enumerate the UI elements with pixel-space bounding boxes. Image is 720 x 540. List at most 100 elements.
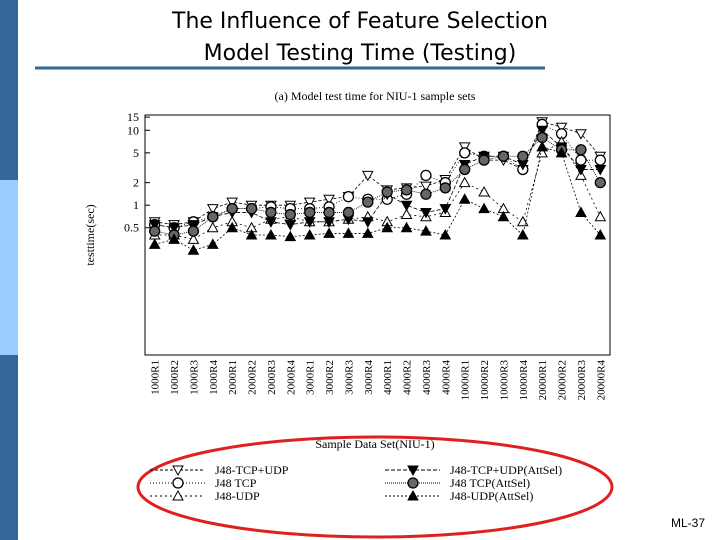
legend-label: J48-TCP+UDP	[215, 463, 289, 477]
x-tick-label: 20000R2	[557, 360, 569, 400]
highlight-ellipse	[136, 435, 614, 539]
marker	[420, 225, 432, 236]
marker	[303, 197, 316, 209]
x-tick-label: 10000R4	[518, 360, 530, 401]
marker	[284, 220, 297, 231]
legend-label: J48-UDP	[215, 489, 260, 503]
marker	[168, 223, 180, 234]
marker	[458, 176, 471, 188]
page-number: ML-37	[671, 516, 705, 530]
legend-label: J48 TCP(AttSel)	[450, 476, 530, 490]
series-line	[154, 137, 601, 236]
marker	[187, 220, 200, 231]
marker	[575, 164, 587, 176]
marker	[400, 208, 413, 220]
marker	[517, 150, 529, 162]
slide-title: Model Testing Time (Testing)	[204, 41, 517, 66]
marker	[381, 221, 394, 233]
marker	[245, 228, 258, 240]
y-tick-label: 5	[133, 146, 139, 160]
marker	[459, 147, 471, 159]
marker	[149, 225, 161, 237]
y-tick-label: 15	[127, 110, 139, 124]
marker	[536, 125, 549, 137]
marker	[265, 228, 277, 240]
marker	[555, 146, 568, 158]
marker	[439, 204, 452, 215]
side-bar	[0, 355, 18, 540]
y-tick-label: 2	[133, 176, 139, 190]
marker	[206, 221, 219, 233]
marker	[536, 146, 549, 158]
marker	[187, 225, 200, 237]
marker	[420, 207, 432, 219]
series-line	[154, 141, 601, 240]
x-tick-label: 4000R3	[421, 360, 433, 395]
legend-marker	[172, 465, 184, 477]
marker	[187, 244, 200, 255]
marker	[459, 163, 471, 176]
marker	[226, 202, 238, 215]
legend-label: J48-UDP(AttSel)	[450, 489, 533, 503]
marker	[381, 186, 393, 198]
y-tick-label: 0.5	[124, 221, 139, 235]
marker	[362, 196, 374, 208]
marker	[458, 193, 471, 204]
marker	[400, 184, 413, 196]
marker	[575, 129, 587, 140]
marker	[555, 122, 568, 134]
marker	[303, 228, 316, 240]
legend-label: J48-TCP+UDP(AttSel)	[450, 463, 562, 477]
legend-marker	[172, 489, 184, 501]
marker	[478, 202, 490, 214]
marker	[323, 206, 335, 219]
marker	[342, 227, 355, 238]
x-tick-label: 10000R1	[460, 360, 472, 400]
x-tick-label: 2000R2	[247, 360, 259, 395]
x-tick-label: 1000R3	[188, 360, 200, 395]
x-tick-label: 1000R2	[169, 360, 181, 395]
x-tick-label: 1000R1	[150, 360, 162, 395]
side-bar	[0, 180, 18, 355]
marker	[420, 169, 432, 182]
marker	[284, 230, 297, 242]
y-axis-label: testtime(sec)	[83, 204, 97, 265]
x-tick-label: 10000R3	[498, 360, 510, 401]
marker	[148, 238, 161, 249]
marker	[226, 221, 239, 233]
plot-frame	[144, 114, 611, 356]
series-line	[154, 146, 601, 251]
marker	[323, 227, 335, 238]
marker	[361, 170, 374, 182]
x-tick-label: 4000R1	[382, 360, 394, 395]
marker	[497, 150, 510, 162]
x-tick-label: 3000R3	[343, 360, 355, 395]
marker	[361, 217, 374, 228]
x-tick-label: 20000R3	[576, 360, 588, 401]
marker	[575, 144, 587, 156]
x-tick-label: 1000R4	[208, 360, 220, 395]
marker	[478, 185, 490, 197]
marker	[497, 210, 510, 222]
x-tick-label: 2000R4	[285, 360, 297, 395]
x-tick-label: 4000R2	[402, 360, 414, 395]
marker	[265, 206, 277, 219]
marker	[420, 181, 432, 193]
marker	[187, 233, 200, 244]
marker	[304, 206, 316, 219]
x-tick-label: 3000R4	[363, 360, 375, 395]
marker	[594, 228, 607, 240]
x-tick-label: 3000R1	[305, 360, 317, 395]
legend-marker	[172, 477, 184, 489]
series-line	[154, 121, 601, 226]
x-axis-label: Sample Data Set(NIU-1)	[315, 437, 434, 451]
marker	[323, 194, 335, 206]
marker	[439, 228, 452, 240]
marker	[206, 204, 219, 215]
x-tick-label: 2000R1	[227, 360, 239, 395]
marker	[148, 220, 161, 231]
chart-title: (a) Model test time for NIU-1 sample set…	[275, 89, 476, 103]
marker	[439, 182, 451, 194]
